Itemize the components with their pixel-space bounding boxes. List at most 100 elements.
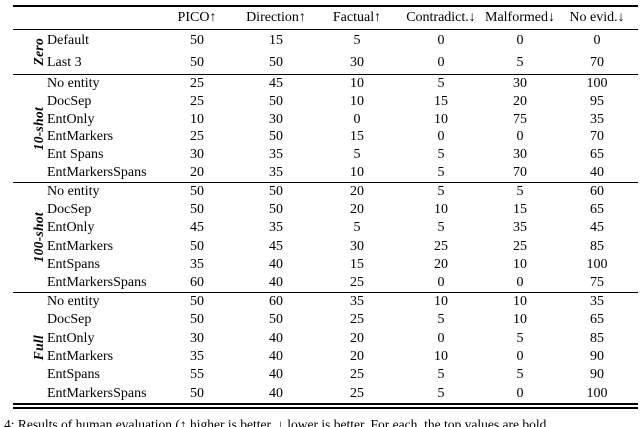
- row-label: EntMarkersSpans: [47, 274, 147, 290]
- table-cell: 0: [437, 274, 445, 290]
- table-cell: 40: [269, 256, 283, 272]
- table-cell: 25: [350, 385, 364, 401]
- table-cell: 5: [437, 385, 445, 401]
- table-cell: 5: [516, 55, 524, 70]
- table-cell: 5: [353, 147, 361, 163]
- table-cell: 20: [350, 330, 364, 346]
- table-cell: 25: [350, 367, 364, 383]
- table-cell: 55: [190, 367, 204, 383]
- row-label: Last 3: [47, 55, 82, 70]
- table-cell: 10: [513, 294, 527, 310]
- table-header-row: PICO↑ Direction↑ Factual↑ Contradict.↓ M…: [13, 5, 638, 30]
- table-cell: 20: [434, 256, 448, 272]
- table-cell: 25: [190, 93, 204, 109]
- table-caption: 4: Results of human evaluation (↑ higher…: [4, 417, 550, 427]
- table-row: EntMarkers 35 40 20 10 0 90: [13, 348, 638, 366]
- table-cell: 5: [516, 184, 524, 200]
- table-cell: 100: [586, 75, 608, 91]
- table-cell: 50: [190, 184, 204, 200]
- column-header-malformed: Malformed↓: [485, 10, 555, 25]
- table-cell: 90: [590, 367, 604, 383]
- table-cell: 60: [269, 294, 283, 310]
- table-row: No entity 50 50 20 5 5 60: [13, 183, 638, 201]
- table-cell: 40: [269, 385, 283, 401]
- table-cell: 10: [350, 93, 364, 109]
- table-cell: 10: [434, 111, 448, 127]
- table-cell: 65: [590, 312, 604, 328]
- row-label: EntOnly: [47, 330, 95, 346]
- table-row: EntMarkersSpans 20 35 10 5 70 40: [13, 164, 638, 182]
- table-cell: 50: [190, 312, 204, 328]
- table-cell: 30: [513, 147, 527, 163]
- table-cell: 5: [353, 33, 361, 48]
- table-cell: 50: [269, 184, 283, 200]
- row-label: Default: [47, 33, 89, 48]
- table-cell: 40: [590, 165, 604, 181]
- table-cell: 50: [190, 202, 204, 218]
- table-cell: 50: [269, 93, 283, 109]
- table-cell: 70: [590, 129, 604, 145]
- table-cell: 40: [269, 367, 283, 383]
- table-cell: 5: [516, 367, 524, 383]
- table-cell: 25: [513, 238, 527, 254]
- table-cell: 0: [437, 55, 445, 70]
- row-label: DocSep: [47, 312, 92, 328]
- table-cell: 5: [437, 184, 445, 200]
- table-cell: 35: [513, 220, 527, 236]
- table-cell: 10: [350, 165, 364, 181]
- table-cell: 15: [350, 256, 364, 272]
- table-body: Zero Default 50 15 5 0 0 0 Last 3 50 50 30 0 5 70 10-sh…: [13, 30, 638, 403]
- table-row: EntMarkers 25 50 15 0 0 70: [13, 129, 638, 147]
- table-cell: 15: [350, 129, 364, 145]
- row-label: No entity: [47, 75, 100, 91]
- table-row: EntOnly 45 35 5 5 35 45: [13, 219, 638, 237]
- table-row: DocSep 50 50 20 10 15 65: [13, 201, 638, 219]
- table-row: No entity 50 60 35 10 10 35: [13, 293, 638, 311]
- table-cell: 25: [190, 75, 204, 91]
- table-row: EntOnly 30 40 20 0 5 85: [13, 330, 638, 348]
- table-cell: 0: [516, 33, 524, 48]
- table-cell: 50: [269, 312, 283, 328]
- row-label: DocSep: [47, 202, 92, 218]
- table-row: Ent Spans 30 35 5 5 30 65: [13, 146, 638, 164]
- table-cell: 70: [513, 165, 527, 181]
- table-row: EntSpans 55 40 25 5 5 90: [13, 366, 638, 384]
- column-header-factual: Factual↑: [332, 10, 382, 25]
- column-header-no-evid: No evid.↓: [569, 10, 625, 25]
- table-cell: 20: [513, 93, 527, 109]
- table-cell: 10: [350, 75, 364, 91]
- table-cell: 10: [434, 349, 448, 365]
- row-label: EntOnly: [47, 111, 95, 127]
- table-cell: 0: [437, 330, 445, 346]
- row-label: EntMarkers: [47, 349, 114, 365]
- table-row: EntOnly 10 30 0 10 75 35: [13, 111, 638, 129]
- table-cell: 15: [513, 202, 527, 218]
- table-cell: 35: [269, 147, 283, 163]
- table-cell: 30: [350, 238, 364, 254]
- table-cell: 30: [269, 111, 283, 127]
- row-label: No entity: [47, 184, 100, 200]
- table-cell: 50: [190, 33, 204, 48]
- row-label: EntMarkersSpans: [47, 165, 147, 181]
- table-cell: 0: [516, 274, 524, 290]
- row-label: EntMarkers: [47, 238, 114, 254]
- table-cell: 25: [434, 238, 448, 254]
- table-cell: 20: [190, 165, 204, 181]
- table-section-full: Full No entity 50 60 35 10 10 35 DocSep 50 50 25 5 10…: [13, 292, 638, 403]
- table-cell: 75: [513, 111, 527, 127]
- table-cell: 85: [590, 330, 604, 346]
- table-cell: 15: [269, 33, 283, 48]
- results-table: PICO↑ Direction↑ Factual↑ Contradict.↓ M…: [13, 5, 638, 409]
- table-cell: 30: [190, 147, 204, 163]
- table-cell: 35: [190, 256, 204, 272]
- table-section-100-shot: 100-shot No entity 50 50 20 5 5 60 DocSep 50 50 20 1…: [13, 182, 638, 292]
- table-cell: 0: [516, 349, 524, 365]
- table-cell: 35: [269, 220, 283, 236]
- table-cell: 0: [516, 385, 524, 401]
- table-row: No entity 25 45 10 5 30 100: [13, 75, 638, 93]
- table-cell: 20: [350, 184, 364, 200]
- table-cell: 50: [190, 238, 204, 254]
- table-cell: 30: [513, 75, 527, 91]
- table-cell: 40: [269, 349, 283, 365]
